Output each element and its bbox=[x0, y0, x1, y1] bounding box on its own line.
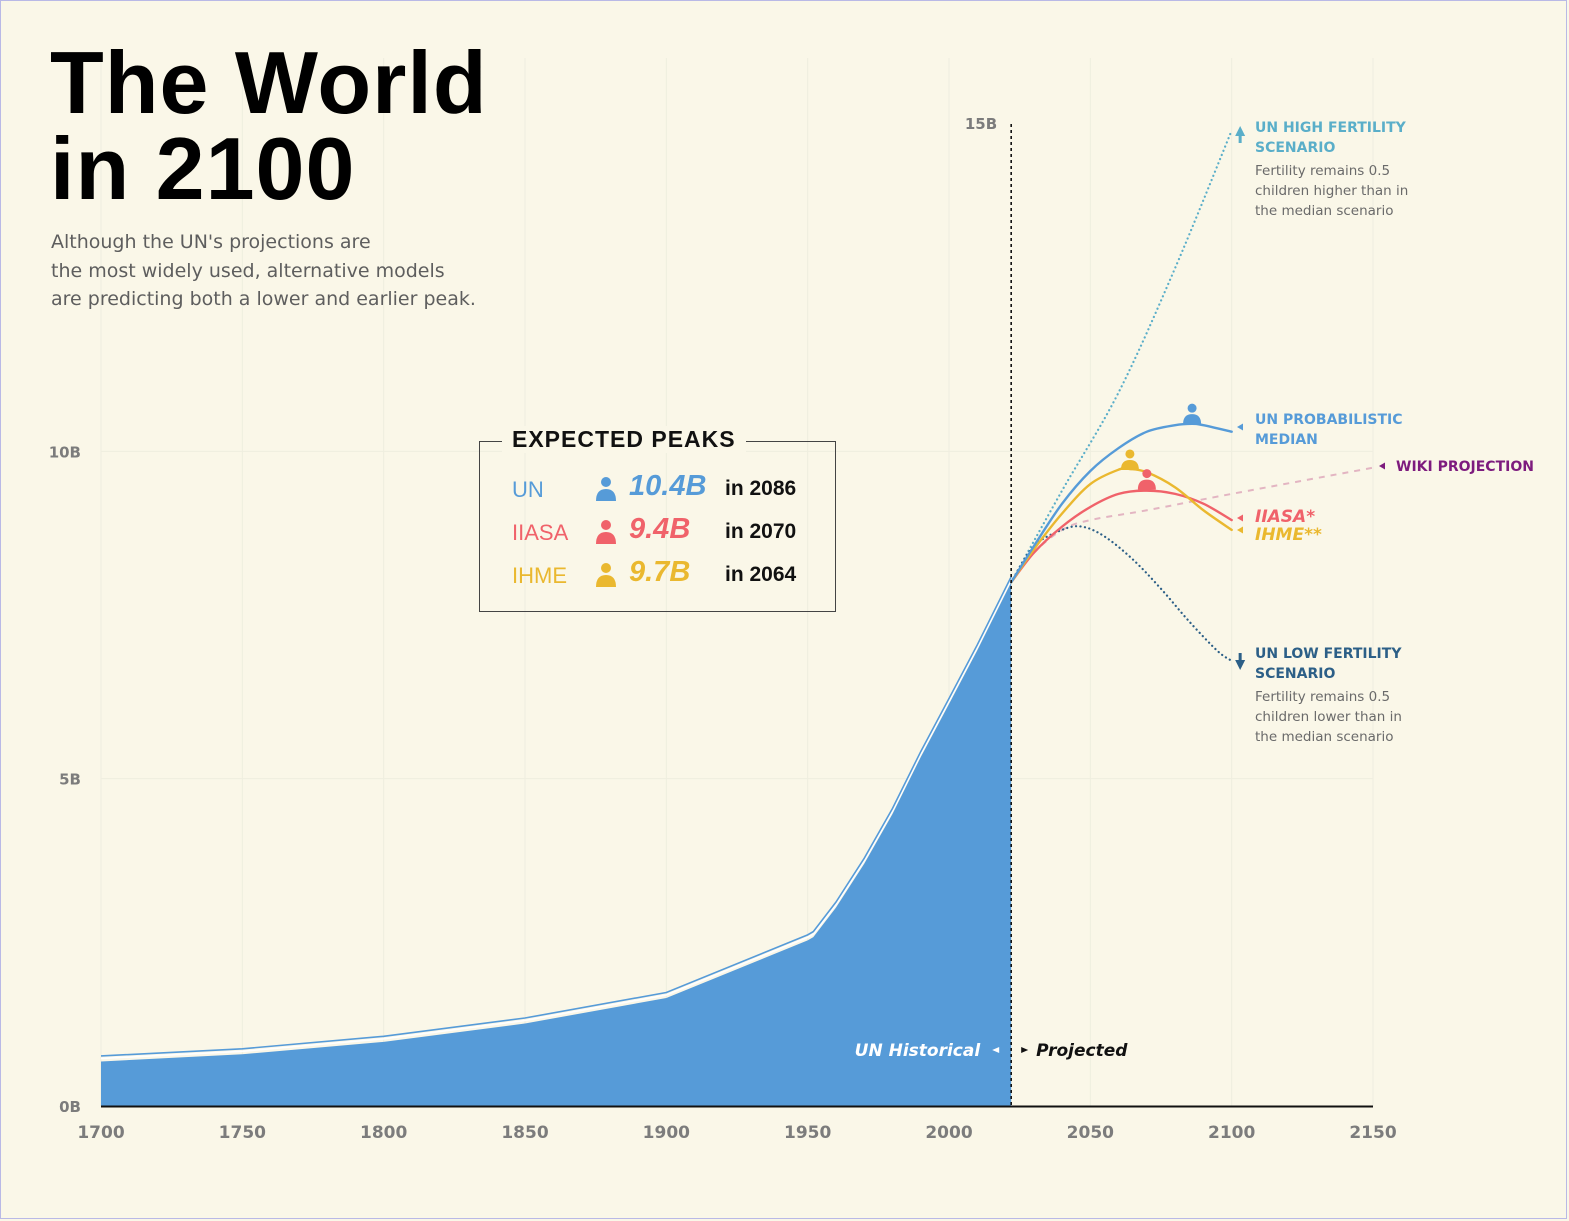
y-tick-label: 5B bbox=[59, 771, 81, 789]
person-icon bbox=[596, 563, 616, 587]
x-tick-label: 1900 bbox=[643, 1123, 690, 1143]
person-icon bbox=[1125, 449, 1135, 459]
right-arrow-icon bbox=[1021, 1047, 1029, 1053]
un-median-label-title: UN PROBABILISTIC bbox=[1255, 412, 1403, 428]
person-icon bbox=[596, 520, 616, 544]
peak-name-ihme: IHME bbox=[512, 563, 567, 588]
un-median-label-title: MEDIAN bbox=[1255, 432, 1318, 448]
un-low-fertility-label-note: children lower than in bbox=[1255, 709, 1402, 725]
un-high-fertility-label-title: UN HIGH FERTILITY bbox=[1255, 120, 1407, 136]
projected-label: Projected bbox=[1036, 1041, 1128, 1061]
un-high-fertility-label-note: children higher than in bbox=[1255, 183, 1408, 199]
page-title: The World in 2100 bbox=[50, 33, 488, 218]
y-tick-label: 0B bbox=[59, 1098, 81, 1116]
up-arrow-icon bbox=[1235, 126, 1246, 143]
un-low-fertility-label-title: UN LOW FERTILITY bbox=[1255, 646, 1402, 662]
peak-row-un: UN 10.4B in 2086 bbox=[480, 469, 835, 509]
person-icon bbox=[596, 477, 616, 501]
person-icon bbox=[1120, 459, 1139, 470]
left-triangle-icon bbox=[1237, 514, 1243, 522]
x-tick-label: 2100 bbox=[1208, 1123, 1255, 1143]
left-triangle-icon bbox=[1237, 423, 1243, 431]
peak-value-un: 10.4B bbox=[629, 470, 707, 502]
subtitle: Although the UN's projections are the mo… bbox=[51, 228, 571, 314]
un-low-fertility-label-note: the median scenario bbox=[1255, 729, 1394, 745]
iiasa-line bbox=[1009, 489, 1233, 584]
person-icon bbox=[1137, 479, 1156, 490]
iiasa-label-title: IIASA* bbox=[1255, 507, 1315, 527]
subtitle-line-1: Although the UN's projections are bbox=[51, 231, 371, 253]
peak-year-ihme: in 2064 bbox=[725, 563, 797, 586]
un-low-fertility-line bbox=[1010, 525, 1233, 662]
peak-value-ihme: 9.7B bbox=[629, 556, 691, 588]
peak-name-iiasa: IIASA bbox=[512, 520, 569, 545]
un-high-fertility-label-note: Fertility remains 0.5 bbox=[1255, 163, 1390, 179]
peak-year-iiasa: in 2070 bbox=[725, 520, 797, 543]
peak-year-un: in 2086 bbox=[725, 477, 797, 500]
peak-marker-iiasa bbox=[1137, 469, 1156, 490]
title-line-2: in 2100 bbox=[50, 119, 356, 218]
y-tick-label: 15B bbox=[965, 115, 997, 133]
x-tick-label: 1850 bbox=[501, 1123, 548, 1143]
x-tick-label: 1950 bbox=[784, 1123, 831, 1143]
historical-area-edge bbox=[100, 576, 1012, 1057]
left-arrow-icon bbox=[992, 1047, 1000, 1053]
subtitle-line-3: are predicting both a lower and earlier … bbox=[51, 288, 476, 310]
person-icon bbox=[1142, 469, 1152, 479]
un-low-fertility-label-title: SCENARIO bbox=[1255, 666, 1335, 682]
x-tick-label: 1750 bbox=[219, 1123, 266, 1143]
un-low-fertility-label-note: Fertility remains 0.5 bbox=[1255, 689, 1390, 705]
peak-marker-un bbox=[1183, 403, 1202, 425]
x-tick-label: 1700 bbox=[77, 1123, 124, 1143]
wiki-projection-label-title: WIKI PROJECTION bbox=[1396, 459, 1534, 475]
expected-peaks-box: EXPECTED PEAKS UN 10.4B in 2086 IIASA 9.… bbox=[479, 426, 836, 612]
historical-area bbox=[101, 582, 1012, 1106]
y-tick-label: 10B bbox=[49, 443, 81, 461]
left-triangle-icon bbox=[1237, 526, 1243, 534]
title-line-1: The World bbox=[50, 33, 488, 132]
historical-area-edge bbox=[100, 578, 1012, 1060]
peak-value-iiasa: 9.4B bbox=[629, 513, 691, 545]
ihme-label-title: IHME** bbox=[1255, 525, 1322, 545]
expected-peaks-title: EXPECTED PEAKS bbox=[502, 426, 746, 453]
person-icon bbox=[1183, 414, 1202, 425]
peak-row-ihme: IHME 9.7B in 2064 bbox=[480, 555, 835, 595]
un-high-fertility-label-note: the median scenario bbox=[1255, 203, 1394, 219]
peak-name-un: UN bbox=[512, 477, 544, 502]
peak-row-iiasa: IIASA 9.4B in 2070 bbox=[480, 512, 835, 552]
subtitle-line-2: the most widely used, alternative models bbox=[51, 259, 445, 282]
historical-label: UN Historical bbox=[855, 1041, 982, 1061]
peak-marker-ihme bbox=[1120, 449, 1139, 470]
x-tick-label: 1800 bbox=[360, 1123, 407, 1143]
un-high-fertility-label-title: SCENARIO bbox=[1255, 140, 1335, 156]
person-icon bbox=[1187, 403, 1197, 413]
left-triangle-icon bbox=[1379, 462, 1385, 470]
down-arrow-icon bbox=[1235, 653, 1246, 670]
ihme-line bbox=[1009, 467, 1233, 584]
un-median-line bbox=[1009, 422, 1233, 584]
x-tick-label: 2000 bbox=[925, 1123, 972, 1143]
x-tick-label: 2150 bbox=[1349, 1123, 1396, 1143]
x-tick-label: 2050 bbox=[1067, 1123, 1114, 1143]
